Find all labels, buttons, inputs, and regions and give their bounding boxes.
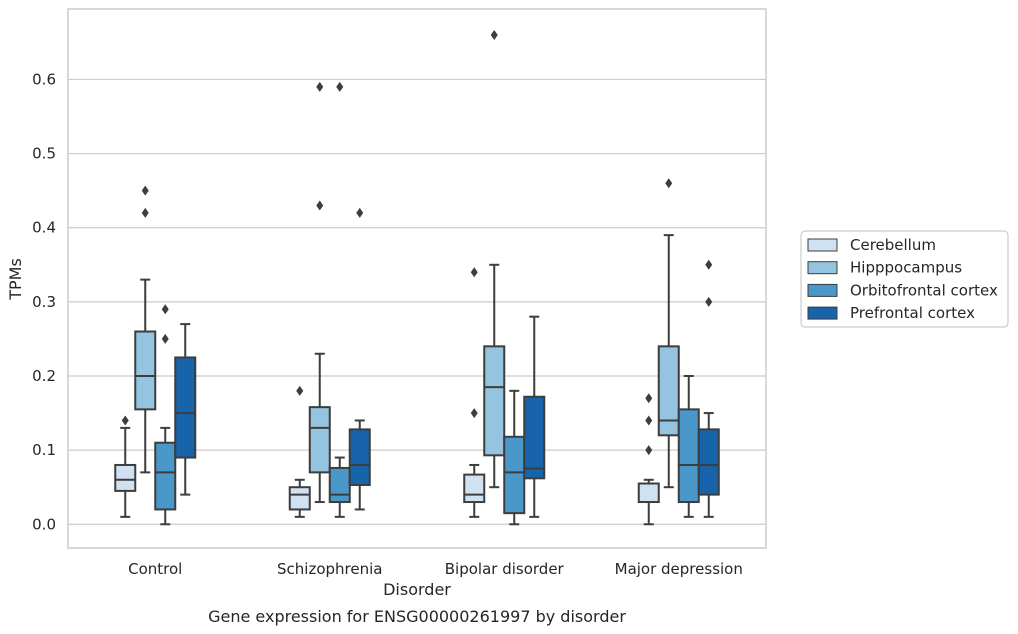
legend: Cerebellum Hipppocampus Orbitofrontal cort… (800, 230, 1009, 328)
box-cerebellum (114, 415, 137, 518)
iqr-box (308, 406, 331, 474)
box-prefrontal-cortex (697, 259, 720, 518)
outlier-point (141, 207, 149, 218)
iqr-box (637, 482, 660, 504)
outlier-point (296, 385, 304, 396)
outlier-point (645, 415, 653, 426)
y-tick-label: 0.6 (32, 70, 56, 88)
x-tick-label: Major depression (615, 560, 743, 578)
legend-label: Hipppocampus (850, 259, 962, 277)
iqr-box (288, 486, 311, 511)
outlier-point (645, 445, 653, 456)
x-tick-label: Control (128, 560, 182, 578)
outlier-point (356, 207, 364, 218)
iqr-box (657, 345, 680, 437)
iqr-box (503, 435, 526, 515)
outlier-point (161, 333, 169, 344)
x-tick-label: Bipolar disorder (445, 560, 565, 578)
iqr-box (523, 395, 546, 480)
y-tick-label: 0.3 (32, 293, 56, 311)
iqr-box (697, 428, 720, 496)
iqr-box (348, 428, 371, 486)
legend-label: Prefrontal cortex (850, 304, 975, 322)
plot-frame (67, 8, 767, 549)
box-hipppocampus (657, 178, 680, 489)
legend-swatch (807, 238, 838, 252)
box-orbitofrontal-cortex (328, 81, 351, 518)
legend-label: Orbitofrontal cortex (850, 281, 998, 299)
y-tick-label: 0.2 (32, 367, 56, 385)
y-tick-label: 0.1 (32, 441, 56, 459)
outlier-point (316, 200, 324, 211)
iqr-box (328, 466, 351, 504)
iqr-box (174, 356, 197, 459)
outlier-point (490, 29, 498, 40)
legend-swatch (807, 261, 838, 275)
outlier-point (141, 185, 149, 196)
outlier-point (665, 178, 673, 189)
y-tick-label: 0.4 (32, 219, 56, 237)
iqr-box (483, 345, 506, 457)
outlier-point (121, 415, 129, 426)
outlier-point (336, 81, 344, 92)
box-prefrontal-cortex (348, 207, 371, 511)
x-tick-labels: Control Schizophrenia Bipolar disorder Majo… (128, 560, 743, 578)
y-tick-label: 0.0 (32, 515, 56, 533)
box-series-group (114, 29, 720, 526)
y-tick-labels: 0.0 0.1 0.2 0.3 0.4 0.5 0.6 (32, 70, 56, 533)
outlier-point (645, 393, 653, 404)
chart-caption: Gene expression for ENSG00000261997 by d… (208, 607, 626, 626)
iqr-box (134, 330, 157, 411)
outlier-point (470, 408, 478, 419)
iqr-box (114, 463, 137, 492)
y-tick-label: 0.5 (32, 145, 56, 163)
y-axis-label: TPMs (6, 258, 25, 301)
plot-border (67, 8, 767, 549)
outlier-point (316, 81, 324, 92)
outlier-point (470, 267, 478, 278)
iqr-box (463, 473, 486, 504)
x-axis-label: Disorder (383, 580, 451, 599)
box-cerebellum (637, 393, 660, 526)
box-cerebellum (463, 267, 486, 518)
box-orbitofrontal-cortex (154, 304, 177, 526)
outlier-point (161, 304, 169, 315)
box-cerebellum (288, 385, 311, 518)
iqr-box (154, 441, 177, 511)
legend-swatch (807, 283, 838, 297)
box-hipppocampus (134, 185, 157, 474)
legend-swatch (807, 306, 838, 320)
iqr-box (677, 408, 700, 504)
legend-label: Cerebellum (850, 236, 936, 254)
box-hipppocampus (483, 29, 506, 489)
legend-box (800, 230, 1009, 328)
outlier-point (705, 259, 713, 270)
x-tick-label: Schizophrenia (277, 560, 382, 578)
box-prefrontal-cortex (174, 323, 197, 496)
box-hipppocampus (308, 81, 331, 504)
box-prefrontal-cortex (523, 315, 546, 518)
outlier-point (705, 296, 713, 307)
